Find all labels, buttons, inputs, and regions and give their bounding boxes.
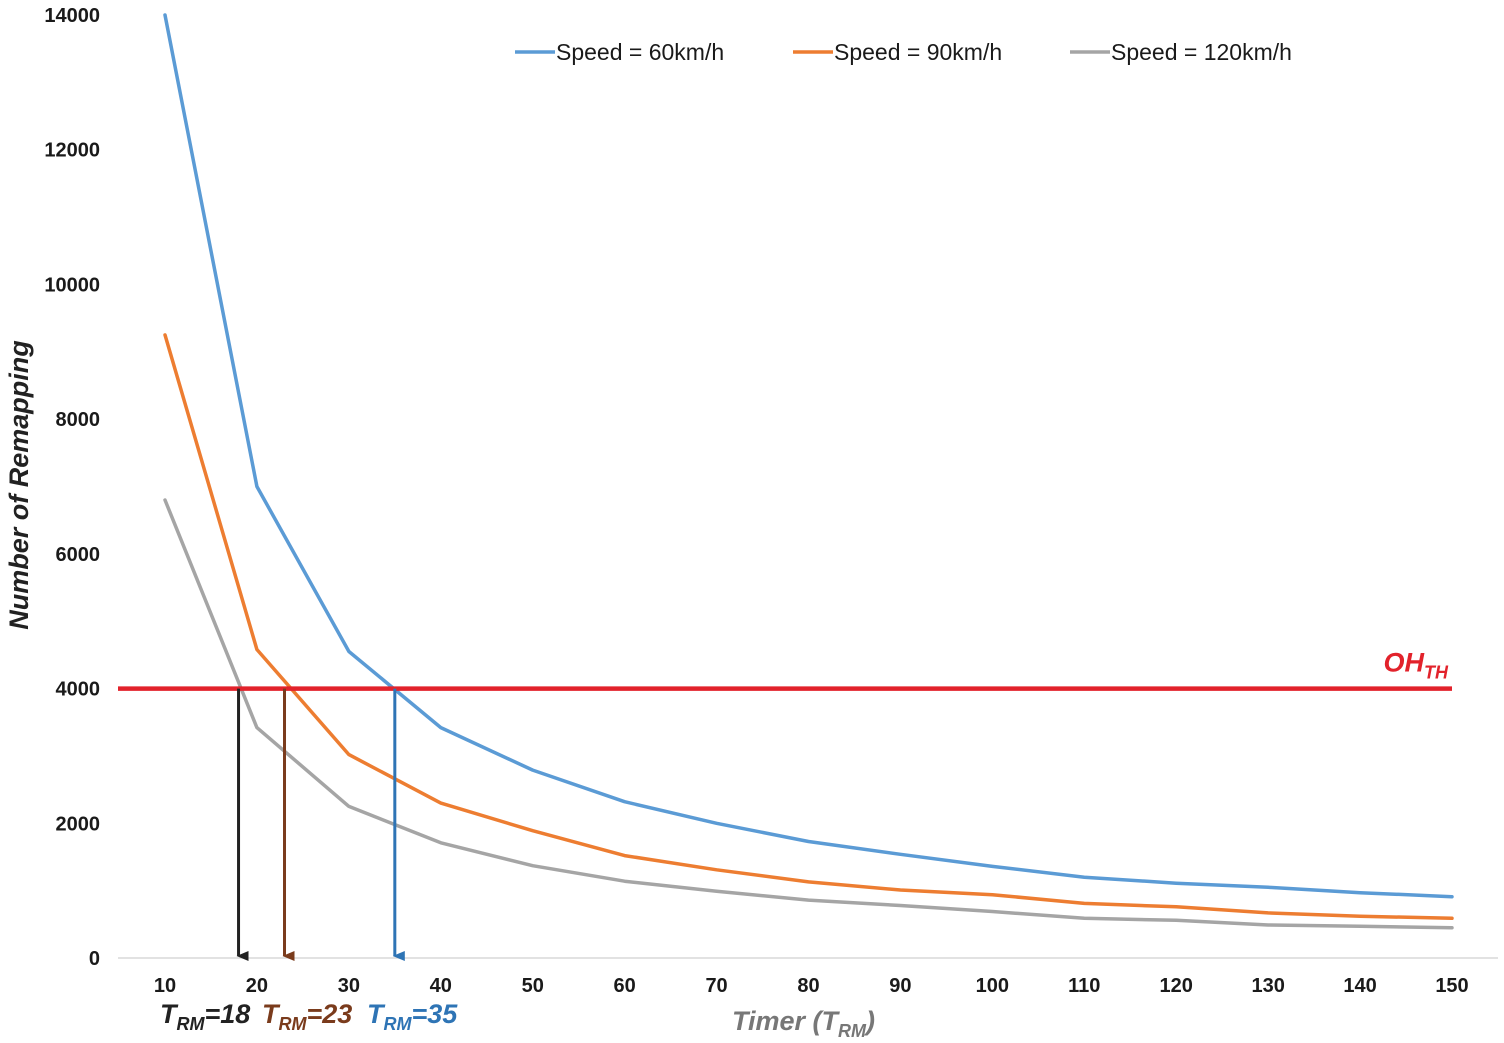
y-tick-label: 2000: [56, 813, 101, 835]
x-tick-label: 80: [797, 975, 819, 997]
y-tick-label: 10000: [44, 274, 100, 296]
x-tick-label: 20: [246, 975, 268, 997]
legend-label-1: Speed = 60km/h: [556, 39, 724, 65]
marker-label-23: TRM=23: [262, 999, 352, 1034]
marker-arrows: TRM=18 TRM=23 TRM=35: [160, 688, 458, 1034]
threshold-label: OHTH: [1384, 648, 1449, 683]
legend-label-2: Speed = 90km/h: [834, 39, 1002, 65]
x-tick-label: 150: [1435, 975, 1468, 997]
y-tick-label: 4000: [56, 679, 101, 701]
y-tick-label: 12000: [44, 140, 100, 162]
axis-titles: Number of Remapping Timer (TRM): [4, 340, 875, 1041]
x-axis-title: Timer (TRM): [732, 1006, 875, 1041]
y-tick-label: 6000: [56, 544, 101, 566]
x-tick-label: 110: [1068, 975, 1100, 997]
series-line-3: [163, 498, 1454, 930]
marker-label-18: TRM=18: [160, 999, 250, 1034]
x-tick-label: 60: [614, 975, 636, 997]
x-tick-label: 70: [705, 975, 727, 997]
y-tick-label: 0: [89, 948, 100, 970]
threshold-line: OHTH: [118, 648, 1452, 691]
legend: Speed = 60km/h Speed = 90km/h Speed = 120k…: [515, 39, 1292, 65]
marker-label-35: TRM=35: [367, 999, 458, 1034]
x-axis-ticks: 10 20 30 40 50 60 70 80 90 100 110 120 130 140 150: [154, 975, 1469, 997]
series-lines: [163, 13, 1454, 930]
y-tick-label: 8000: [56, 409, 101, 431]
y-axis-title: Number of Remapping: [4, 340, 34, 630]
x-tick-label: 50: [522, 975, 544, 997]
series-line-1: [163, 13, 1454, 899]
x-tick-label: 40: [430, 975, 452, 997]
x-tick-label: 10: [154, 975, 176, 997]
x-tick-label: 140: [1343, 975, 1376, 997]
x-tick-label: 130: [1251, 975, 1284, 997]
x-tick-label: 100: [976, 975, 1009, 997]
x-tick-label: 30: [338, 975, 360, 997]
y-tick-label: 14000: [44, 5, 100, 27]
x-tick-label: 90: [889, 975, 911, 997]
legend-label-3: Speed = 120km/h: [1111, 39, 1292, 65]
series-line-2: [163, 333, 1454, 921]
y-axis-ticks: 0 2000 4000 6000 8000 10000 12000 14000: [44, 5, 100, 970]
x-tick-label: 120: [1160, 975, 1193, 997]
